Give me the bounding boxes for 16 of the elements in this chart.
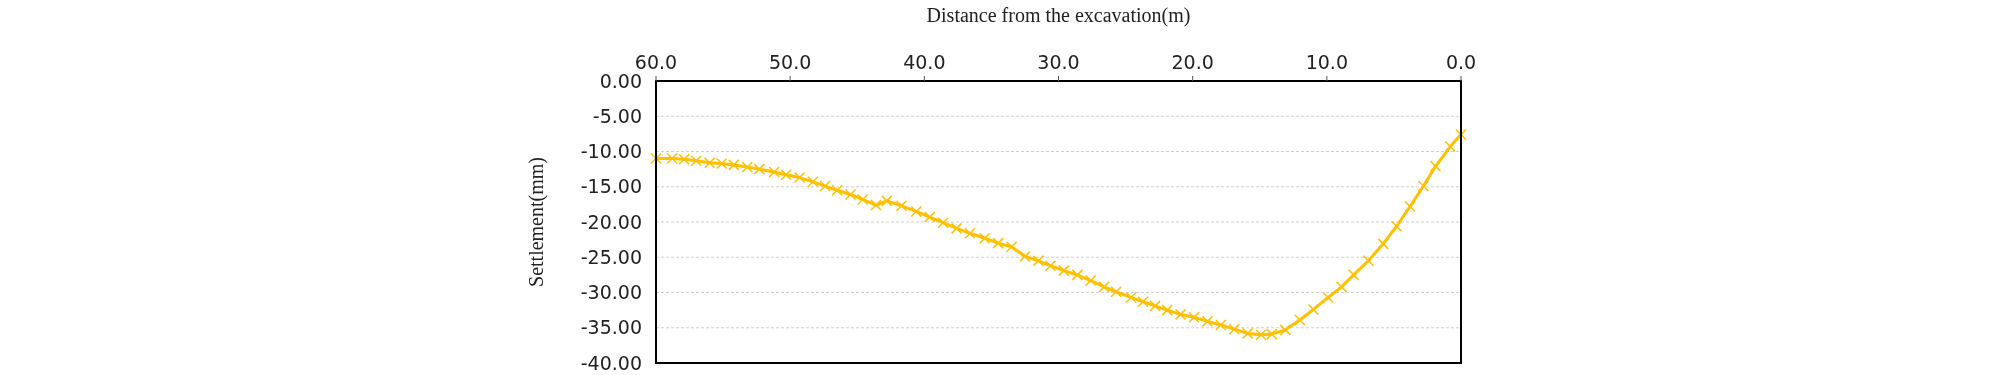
y-tick-label: -30.00 [580, 281, 642, 304]
y-tick-label: -35.00 [580, 316, 642, 339]
y-tick-label: -25.00 [580, 245, 642, 268]
y-tick-label: -5.00 [592, 104, 642, 127]
y-axis-title: Settlement(mm) [525, 157, 548, 287]
x-tick-label: 30.0 [1037, 51, 1080, 73]
x-axis-title: Distance from the excavation(m) [926, 4, 1191, 27]
y-tick-label: -15.00 [580, 175, 642, 198]
x-tick-label: 20.0 [1171, 51, 1214, 73]
y-tick-label: -20.00 [580, 210, 642, 233]
x-tick-label: 50.0 [769, 51, 812, 73]
x-tick-label: 0.0 [1445, 51, 1477, 73]
x-tick-label: 40.0 [903, 51, 946, 73]
y-tick-label: -40.00 [580, 351, 642, 374]
x-tick-label: 10.0 [1305, 51, 1348, 73]
y-tick-label: -10.00 [580, 140, 642, 163]
